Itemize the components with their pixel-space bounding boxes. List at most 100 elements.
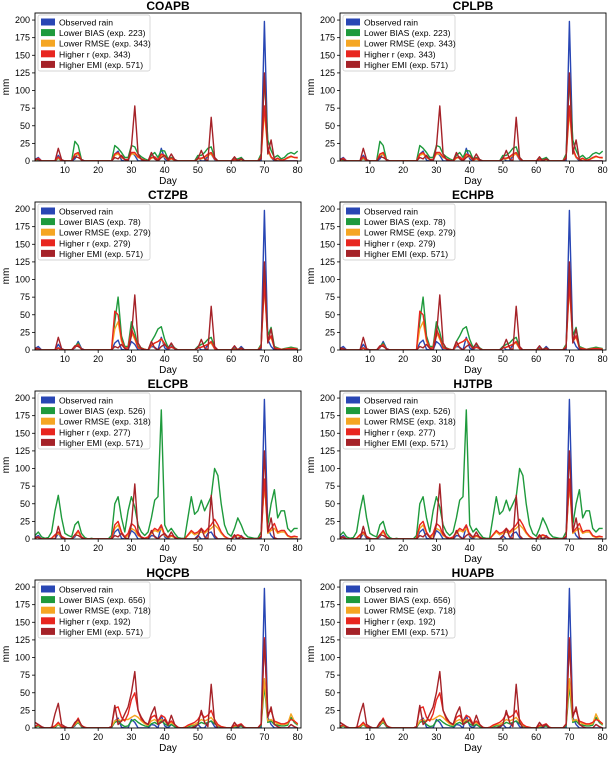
x-tick-label: 80 [293, 354, 303, 364]
legend-swatch-4 [41, 249, 55, 257]
x-tick-label: 20 [398, 543, 408, 553]
legend-label-1: Lower BIAS (exp. 223) [59, 28, 146, 38]
legend-label-2: Lower RMSE (exp. 279) [364, 228, 456, 238]
legend-label-1: Lower BIAS (exp. 78) [364, 217, 446, 227]
plot-frame [34, 201, 302, 351]
legend-swatch-2 [346, 606, 360, 614]
series-line-1 [35, 75, 299, 161]
x-tick-label: 30 [431, 543, 441, 553]
y-tick-label: 150 [15, 617, 30, 627]
chart-panel-echpb: ECHPB 0 25 50 75 100 125 150 175 200 10 20 30 40 50 60 7… [305, 188, 610, 378]
legend-label-2: Lower RMSE (exp. 718) [59, 606, 151, 616]
legend-label-3: Higher r (exp. 277) [59, 427, 131, 437]
y-tick-label: 200 [15, 204, 30, 214]
series-line-1 [340, 75, 604, 161]
chart-svg: ECHPB 0 25 50 75 100 125 150 175 200 10 20 30 40 50 60 7… [306, 188, 608, 376]
y-tick-label: 100 [320, 653, 335, 663]
legend-label-4: Higher EMI (exp. 571) [59, 627, 143, 637]
x-tick-label: 60 [531, 354, 541, 364]
plot-frame [34, 12, 302, 162]
y-tick-label: 100 [15, 86, 30, 96]
series-line-4 [35, 261, 298, 350]
chart-panel-cplpb: CPLPB 0 25 50 75 100 125 150 175 200 10 20 30 40 50 60 7… [305, 0, 610, 189]
y-axis-label: mm [306, 457, 317, 474]
y-tick-label: 0 [330, 345, 335, 355]
series-group [340, 398, 603, 539]
series-group [340, 20, 604, 161]
chart-title: CTZPB [148, 188, 188, 202]
x-tick-label: 40 [465, 354, 475, 364]
series-line-4 [340, 639, 603, 728]
legend-swatch-3 [346, 617, 360, 625]
series-line-2 [340, 481, 603, 539]
x-tick-label: 20 [93, 165, 103, 175]
series-line-1 [340, 271, 603, 350]
legend-label-0: Observed rain [364, 207, 418, 217]
x-tick-label: 80 [598, 732, 608, 742]
y-tick-label: 200 [320, 15, 335, 25]
y-tick-label: 100 [320, 275, 335, 285]
y-tick-label: 175 [320, 600, 335, 610]
x-tick-label: 40 [160, 165, 170, 175]
y-tick-label: 200 [15, 393, 30, 403]
y-tick-label: 75 [325, 670, 335, 680]
chart-svg: HQCPB 0 25 50 75 100 125 150 175 200 10 20 30 40 50 60 7… [1, 566, 303, 754]
x-tick-label: 50 [498, 165, 508, 175]
legend-label-0: Observed rain [364, 585, 418, 595]
y-tick-label: 150 [15, 428, 30, 438]
x-tick-label: 60 [226, 165, 236, 175]
x-tick-label: 60 [531, 732, 541, 742]
series-line-1 [35, 684, 299, 728]
y-tick-label: 100 [15, 275, 30, 285]
x-axis-label: Day [464, 554, 482, 565]
legend-box [37, 14, 151, 72]
legend-swatch-2 [41, 39, 55, 47]
legend-label-1: Lower BIAS (exp. 656) [364, 595, 451, 605]
x-axis-label: Day [159, 554, 177, 565]
legend-label-4: Higher EMI (exp. 571) [59, 438, 143, 448]
x-tick-label: 40 [465, 165, 475, 175]
series-line-4 [340, 450, 603, 539]
chart-panel-hjtpb: HJTPB 0 25 50 75 100 125 150 175 200 10 20 30 40 50 60 7… [305, 377, 610, 567]
series-line-1 [340, 409, 603, 539]
legend-swatch-1 [346, 407, 360, 415]
x-tick-label: 70 [564, 354, 574, 364]
x-tick-label: 30 [431, 732, 441, 742]
x-tick-label: 10 [365, 543, 375, 553]
y-tick-label: 100 [15, 653, 30, 663]
legend-swatch-2 [346, 417, 360, 425]
y-tick-label: 75 [20, 292, 30, 302]
x-tick-label: 30 [126, 354, 136, 364]
series-line-4 [340, 72, 603, 161]
chart-panel-coapb: COAPB 0 25 50 75 100 125 150 175 200 10 20 30 40 50 60 7… [0, 0, 305, 189]
x-tick-label: 20 [398, 732, 408, 742]
legend-label-4: Higher EMI (exp. 571) [364, 60, 448, 70]
legend-swatch-4 [41, 438, 55, 446]
legend-label-1: Lower BIAS (exp. 656) [59, 595, 146, 605]
legend-label-4: Higher EMI (exp. 571) [59, 60, 143, 70]
chart-title: ECHPB [452, 188, 494, 202]
legend-box [342, 203, 456, 261]
y-tick-label: 150 [15, 50, 30, 60]
series-line-4 [35, 450, 298, 539]
y-tick-label: 50 [20, 121, 30, 131]
legend-swatch-1 [41, 596, 55, 604]
chart-title: HQCPB [146, 566, 190, 580]
x-tick-label: 80 [293, 165, 303, 175]
chart-svg: CTZPB 0 25 50 75 100 125 150 175 200 10 20 30 40 50 60 7… [1, 188, 303, 376]
legend-swatch-0 [41, 585, 55, 593]
legend-label-2: Lower RMSE (exp. 318) [364, 417, 456, 427]
legend-label-2: Lower RMSE (exp. 343) [59, 39, 151, 49]
series-line-2 [35, 481, 298, 539]
legend-swatch-4 [346, 627, 360, 635]
y-tick-label: 25 [325, 327, 335, 337]
x-tick-label: 80 [293, 543, 303, 553]
x-tick-label: 70 [259, 732, 269, 742]
legend-label-1: Lower BIAS (exp. 223) [364, 28, 451, 38]
legend-swatch-2 [41, 606, 55, 614]
legend-swatch-2 [346, 228, 360, 236]
legend-label-1: Lower BIAS (exp. 78) [59, 217, 141, 227]
chart-svg: CPLPB 0 25 50 75 100 125 150 175 200 10 20 30 40 50 60 7… [306, 0, 608, 187]
legend-label-4: Higher EMI (exp. 571) [59, 249, 143, 259]
